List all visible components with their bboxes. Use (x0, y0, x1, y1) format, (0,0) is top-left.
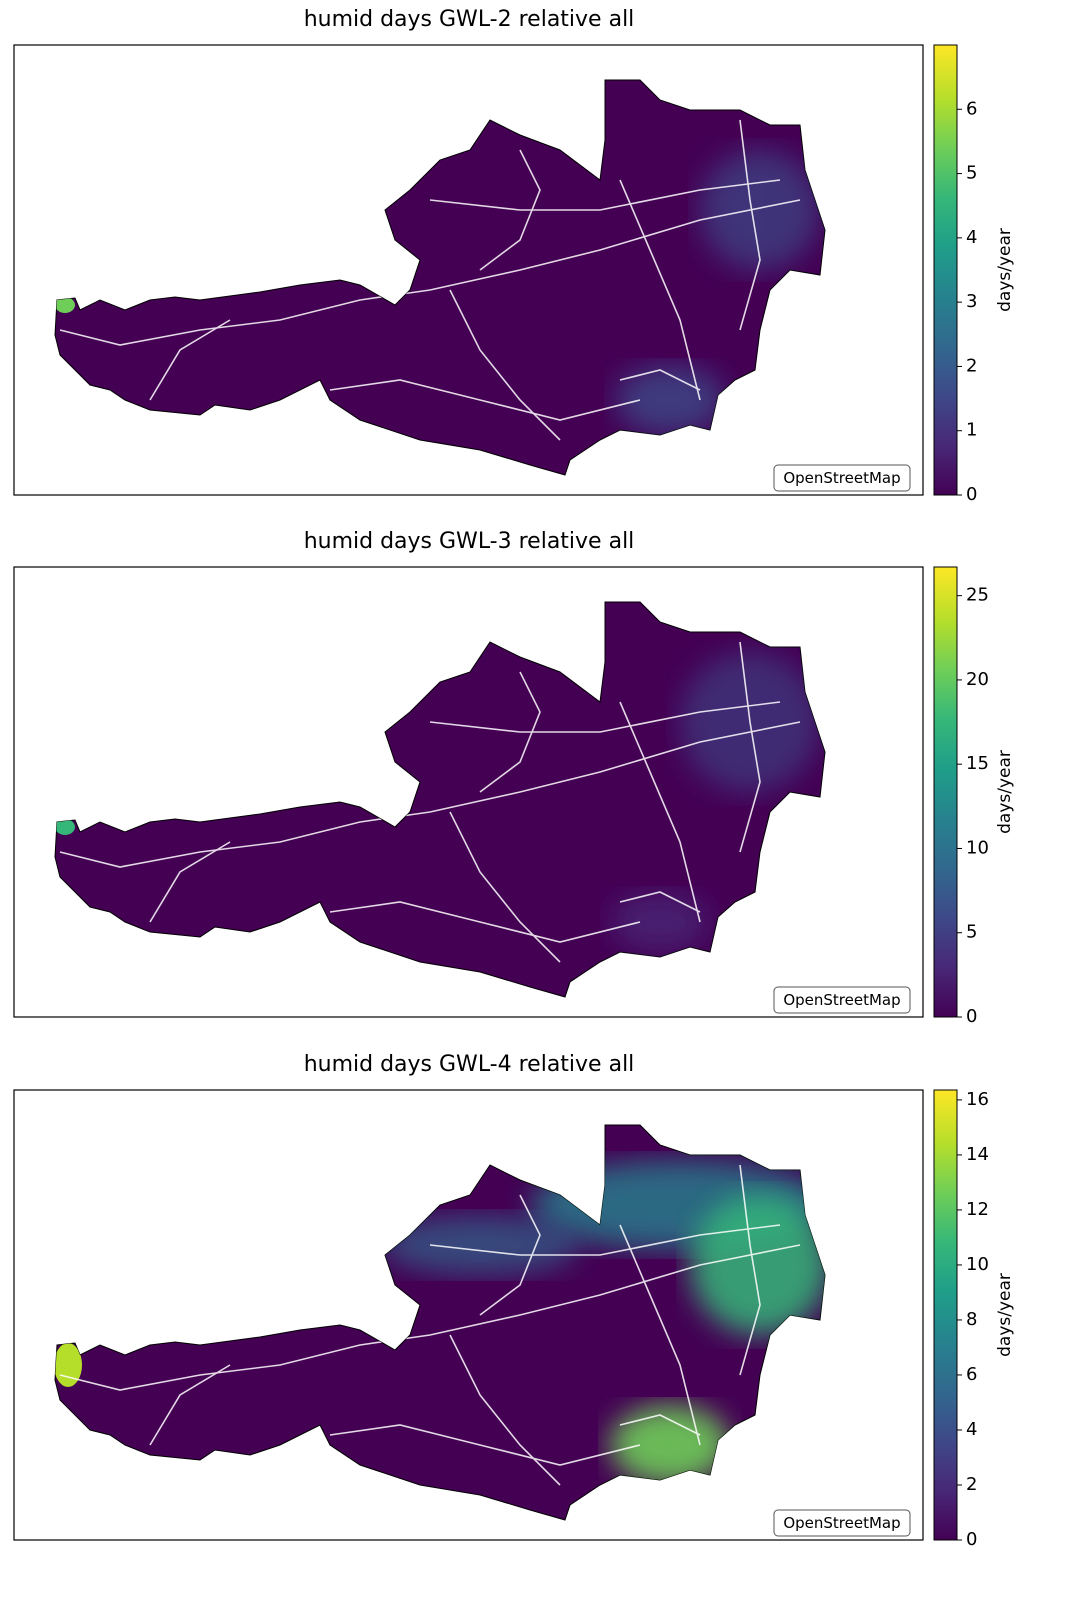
colorbar-tick-label: 0 (966, 1529, 977, 1550)
colorbar-tick-label: 0 (966, 1006, 977, 1027)
attribution-box (773, 1509, 911, 1537)
colorbar-tick-label: 12 (966, 1199, 989, 1220)
colorbar-tick-label: 20 (966, 669, 989, 690)
colorbar-tick-label: 5 (966, 922, 977, 943)
colorbar-label: days/year (995, 1273, 1015, 1357)
colorbar-tick-label: 4 (966, 227, 977, 248)
colorbar-tick-label: 5 (966, 163, 977, 184)
colorbar (933, 44, 958, 496)
colorbar-tick-label: 10 (966, 837, 989, 858)
colorbar-tick-label: 8 (966, 1309, 977, 1330)
colorbar-tick-label: 0 (966, 484, 977, 505)
map-frame (13, 566, 924, 1018)
panel-title: humid days GWL-4 relative all (304, 1052, 635, 1077)
map-frame (13, 1089, 924, 1541)
colorbar-tick-label: 15 (966, 753, 989, 774)
value-field (55, 641, 820, 963)
panel-title: humid days GWL-2 relative all (304, 7, 635, 32)
colorbar-tick-label: 10 (966, 1254, 989, 1275)
colorbar-tick-label: 1 (966, 420, 977, 441)
attribution: OpenStreetMap (783, 991, 900, 1009)
colorbar-label: days/year (995, 750, 1015, 834)
panel: humid days GWL-2 relative all 0 1 2 3 4 5 6 days… (13, 7, 1015, 505)
attribution-box (773, 464, 911, 492)
colorbar-tick-label: 14 (966, 1144, 989, 1165)
attribution-box (773, 986, 911, 1014)
colorbar (933, 1089, 958, 1541)
value-field (55, 1160, 825, 1486)
colorbar-tick-label: 6 (966, 1364, 977, 1385)
value-field (55, 119, 820, 441)
attribution: OpenStreetMap (783, 1514, 900, 1532)
colorbar-tick-label: 4 (966, 1419, 977, 1440)
colorbar-tick-label: 2 (966, 355, 977, 376)
colorbar-label: days/year (995, 228, 1015, 312)
colorbar-tick-label: 25 (966, 585, 989, 606)
attribution: OpenStreetMap (783, 469, 900, 487)
colorbar-tick-label: 2 (966, 1474, 977, 1495)
colorbar (933, 566, 958, 1018)
panel: humid days GWL-4 relative all 0 2 4 6 8 10 12 14… (13, 1052, 1015, 1550)
colorbar-tick-label: 3 (966, 291, 977, 312)
colorbar-tick-label: 16 (966, 1089, 989, 1110)
panel: humid days GWL-3 relative all 0 5 10 15 20 25 d… (13, 529, 1015, 1027)
country-shape (54, 601, 826, 998)
map-frame (13, 44, 924, 496)
panel-title: humid days GWL-3 relative all (304, 529, 635, 554)
colorbar-tick-label: 6 (966, 98, 977, 119)
